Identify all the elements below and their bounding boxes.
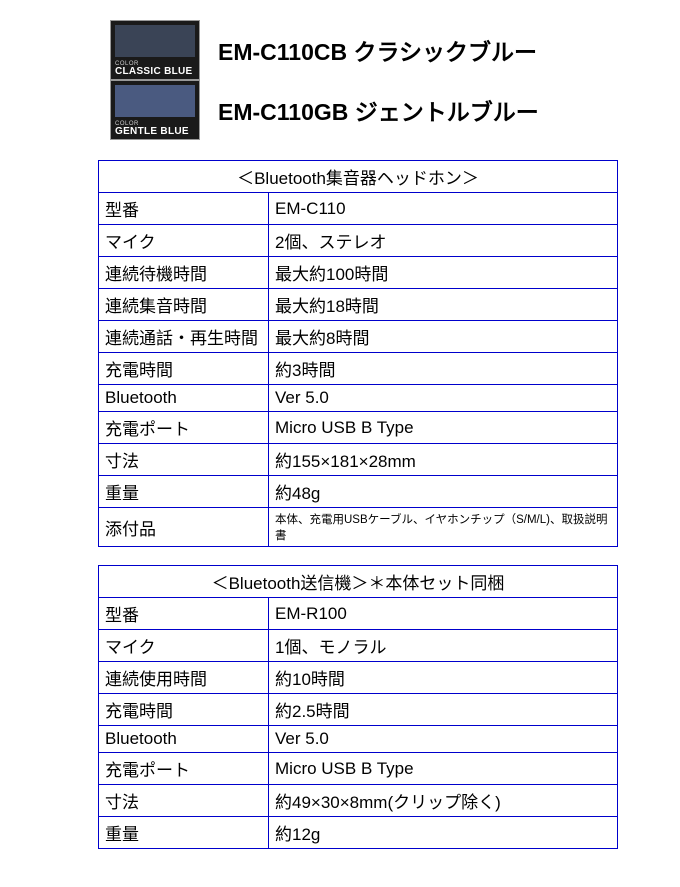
spec-label: 寸法 bbox=[99, 444, 269, 476]
spec-value: Ver 5.0 bbox=[269, 385, 618, 412]
spec-value: 約3時間 bbox=[269, 353, 618, 385]
table-row: 連続使用時間約10時間 bbox=[99, 662, 618, 694]
spec-label: Bluetooth bbox=[99, 726, 269, 753]
table2-title: ＜Bluetooth送信機＞＊本体セット同梱 bbox=[99, 566, 618, 598]
spec-value: Ver 5.0 bbox=[269, 726, 618, 753]
spec-value: EM-R100 bbox=[269, 598, 618, 630]
spec-label: 連続集音時間 bbox=[99, 289, 269, 321]
spec-table-transmitter: ＜Bluetooth送信機＞＊本体セット同梱 型番EM-R100マイク1個、モノ… bbox=[98, 565, 618, 849]
spec-label: 添付品 bbox=[99, 508, 269, 547]
table-row: 連続通話・再生時間最大約8時間 bbox=[99, 321, 618, 353]
table-row: 充電ポートMicro USB B Type bbox=[99, 753, 618, 785]
color-swatch: COLORCLASSIC BLUE bbox=[110, 20, 200, 80]
table-row: 型番EM-C110 bbox=[99, 193, 618, 225]
spec-label: 充電時間 bbox=[99, 353, 269, 385]
spec-label: 型番 bbox=[99, 598, 269, 630]
swatch-color-box bbox=[115, 85, 195, 117]
spec-label: 連続通話・再生時間 bbox=[99, 321, 269, 353]
table-row: 寸法約49×30×8mm(クリップ除く) bbox=[99, 785, 618, 817]
spec-value: 1個、モノラル bbox=[269, 630, 618, 662]
spec-value: EM-C110 bbox=[269, 193, 618, 225]
spec-label: 寸法 bbox=[99, 785, 269, 817]
spec-label: 充電時間 bbox=[99, 694, 269, 726]
table-row: 寸法約155×181×28mm bbox=[99, 444, 618, 476]
table2-body: 型番EM-R100マイク1個、モノラル連続使用時間約10時間充電時間約2.5時間… bbox=[99, 598, 618, 849]
spec-label: マイク bbox=[99, 630, 269, 662]
spec-value: Micro USB B Type bbox=[269, 412, 618, 444]
table-row: 連続集音時間最大約18時間 bbox=[99, 289, 618, 321]
spec-value: 約2.5時間 bbox=[269, 694, 618, 726]
table-row: 重量約12g bbox=[99, 817, 618, 849]
table-row: 充電時間約3時間 bbox=[99, 353, 618, 385]
spec-value: 最大約8時間 bbox=[269, 321, 618, 353]
table-row: 添付品本体、充電用USBケーブル、イヤホンチップ（S/M/L)、取扱説明書 bbox=[99, 508, 618, 547]
swatch-color-box bbox=[115, 25, 195, 57]
spec-table-headphone: ＜Bluetooth集音器ヘッドホン＞ 型番EM-C110マイク2個、ステレオ連… bbox=[98, 160, 618, 547]
table-row: 充電ポートMicro USB B Type bbox=[99, 412, 618, 444]
table-row: BluetoothVer 5.0 bbox=[99, 726, 618, 753]
variant-text: EM-C110GB ジェントルブルー bbox=[218, 93, 539, 127]
spec-value: 約49×30×8mm(クリップ除く) bbox=[269, 785, 618, 817]
spec-label: 充電ポート bbox=[99, 412, 269, 444]
table-row: 連続待機時間最大約100時間 bbox=[99, 257, 618, 289]
variant-row: COLORCLASSIC BLUE EM-C110CB クラシックブルー bbox=[110, 20, 660, 80]
spec-value: 約12g bbox=[269, 817, 618, 849]
variant-text: EM-C110CB クラシックブルー bbox=[218, 33, 537, 67]
spec-value: 約48g bbox=[269, 476, 618, 508]
variants-list: COLORCLASSIC BLUEEM-C110CB クラシックブルーCOLOR… bbox=[110, 20, 660, 140]
spec-value: Micro USB B Type bbox=[269, 753, 618, 785]
color-swatch: COLORGENTLE BLUE bbox=[110, 80, 200, 140]
spec-value: 本体、充電用USBケーブル、イヤホンチップ（S/M/L)、取扱説明書 bbox=[269, 508, 618, 547]
table1-body: 型番EM-C110マイク2個、ステレオ連続待機時間最大約100時間連続集音時間最… bbox=[99, 193, 618, 547]
spec-label: マイク bbox=[99, 225, 269, 257]
swatch-name-label: CLASSIC BLUE bbox=[115, 67, 195, 77]
spec-value: 2個、ステレオ bbox=[269, 225, 618, 257]
table-row: 重量約48g bbox=[99, 476, 618, 508]
table-row: マイク1個、モノラル bbox=[99, 630, 618, 662]
spec-label: 重量 bbox=[99, 817, 269, 849]
spec-label: 連続使用時間 bbox=[99, 662, 269, 694]
table-row: マイク2個、ステレオ bbox=[99, 225, 618, 257]
table-row: 型番EM-R100 bbox=[99, 598, 618, 630]
table1-title: ＜Bluetooth集音器ヘッドホン＞ bbox=[99, 161, 618, 193]
variant-row: COLORGENTLE BLUE EM-C110GB ジェントルブルー bbox=[110, 80, 660, 140]
spec-value: 約155×181×28mm bbox=[269, 444, 618, 476]
table-row: BluetoothVer 5.0 bbox=[99, 385, 618, 412]
spec-value: 最大約100時間 bbox=[269, 257, 618, 289]
spec-label: 型番 bbox=[99, 193, 269, 225]
spec-label: 充電ポート bbox=[99, 753, 269, 785]
swatch-name-label: GENTLE BLUE bbox=[115, 127, 195, 137]
spec-label: 連続待機時間 bbox=[99, 257, 269, 289]
spec-label: 重量 bbox=[99, 476, 269, 508]
spec-value: 約10時間 bbox=[269, 662, 618, 694]
spec-value: 最大約18時間 bbox=[269, 289, 618, 321]
table-row: 充電時間約2.5時間 bbox=[99, 694, 618, 726]
spec-label: Bluetooth bbox=[99, 385, 269, 412]
